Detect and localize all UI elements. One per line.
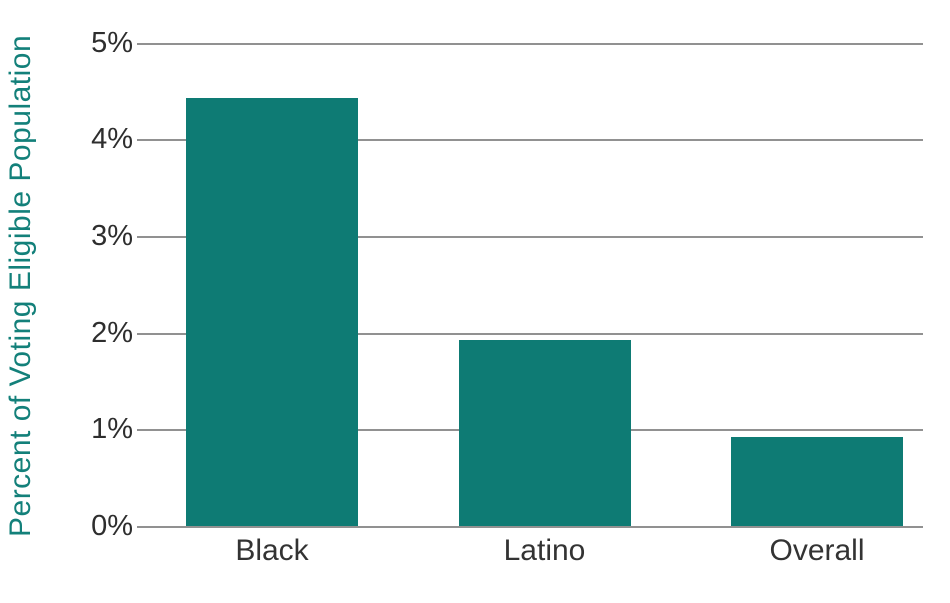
- gridline-2%: [137, 332, 923, 335]
- x-label-latino: Latino: [503, 534, 586, 567]
- y-tick-label-1%: 1%: [91, 413, 133, 446]
- y-tick-label-5%: 5%: [91, 26, 133, 59]
- y-tick-label-0%: 0%: [91, 509, 133, 542]
- bar-black: [186, 97, 358, 526]
- y-tick-label-2%: 2%: [91, 316, 133, 349]
- x-label-overall: Overall: [769, 534, 865, 567]
- gridline-5%: [137, 42, 923, 45]
- bar-overall: [731, 437, 903, 526]
- gridline-0%: [137, 526, 923, 528]
- x-label-black: Black: [235, 534, 309, 567]
- bar-latino: [458, 340, 631, 526]
- y-axis-title: Percent of Voting Eligible Population: [4, 34, 37, 538]
- y-tick-label-4%: 4%: [91, 123, 133, 156]
- gridline-4%: [137, 139, 923, 142]
- gridline-3%: [137, 235, 923, 238]
- y-tick-label-3%: 3%: [91, 219, 133, 252]
